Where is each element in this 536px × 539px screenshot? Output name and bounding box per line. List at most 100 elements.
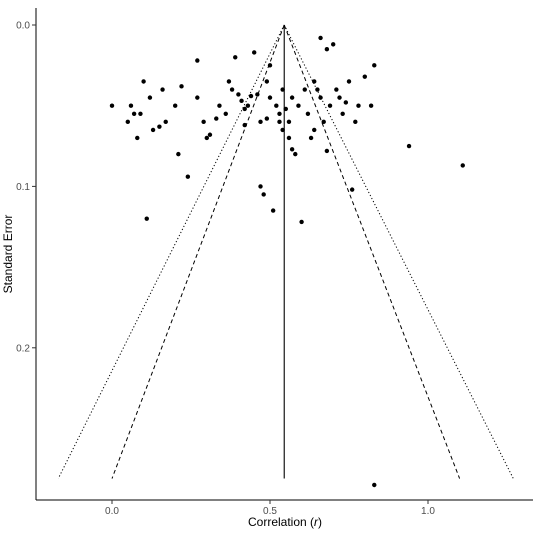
data-point xyxy=(286,135,292,141)
data-point xyxy=(283,106,288,112)
x-axis-ticks: 0.0 0.5 1.0 xyxy=(105,500,435,517)
data-point xyxy=(289,95,295,100)
data-point xyxy=(242,106,247,112)
data-point xyxy=(267,95,273,100)
data-point xyxy=(258,184,263,189)
data-point xyxy=(337,95,342,100)
data-point xyxy=(141,79,146,84)
data-point xyxy=(173,103,178,108)
data-point xyxy=(346,79,352,84)
x-axis-title-italic: r xyxy=(314,515,319,529)
data-point xyxy=(239,98,244,104)
data-point xyxy=(277,119,282,125)
data-point xyxy=(299,219,304,225)
x-tick-label: 0.0 xyxy=(105,506,119,517)
data-point xyxy=(125,119,130,125)
data-point xyxy=(302,87,307,92)
x-axis-title-suffix: ) xyxy=(318,515,322,529)
data-point xyxy=(223,111,228,116)
x-axis-title: Correlation (r) xyxy=(248,515,322,529)
data-point xyxy=(289,147,295,152)
data-point xyxy=(226,79,232,84)
data-point xyxy=(109,103,115,108)
data-point xyxy=(135,135,140,141)
data-point xyxy=(147,95,153,100)
data-point xyxy=(327,103,333,108)
data-point xyxy=(315,87,320,92)
data-point xyxy=(280,87,285,92)
data-point xyxy=(312,79,317,84)
data-point xyxy=(349,187,355,192)
data-point xyxy=(305,111,311,116)
x-axis-title-text: Correlation ( xyxy=(248,515,314,529)
data-point xyxy=(248,93,254,99)
data-point xyxy=(274,103,279,108)
funnel-lines xyxy=(57,24,514,479)
data-point xyxy=(201,119,206,125)
data-point xyxy=(217,103,222,108)
data-point xyxy=(318,35,323,41)
data-point xyxy=(157,124,162,129)
data-point xyxy=(362,74,367,79)
data-point xyxy=(138,111,143,116)
data-point xyxy=(331,42,336,47)
data-point xyxy=(356,103,361,108)
data-point xyxy=(163,119,168,125)
funnel-line-dashed-right xyxy=(283,24,461,479)
data-point xyxy=(324,148,330,154)
data-point xyxy=(236,92,241,97)
data-point xyxy=(324,47,330,52)
data-point xyxy=(277,111,282,116)
data-point xyxy=(255,92,260,97)
data-point xyxy=(229,87,235,92)
data-point xyxy=(286,119,292,125)
data-point xyxy=(308,135,314,141)
y-tick-label: 0.1 xyxy=(16,182,30,193)
y-axis-title: Standard Error xyxy=(1,215,15,294)
data-point xyxy=(343,100,349,105)
data-point xyxy=(353,119,358,125)
data-point xyxy=(296,103,301,108)
data-point xyxy=(176,151,181,157)
data-point xyxy=(252,50,257,55)
data-point xyxy=(318,95,323,100)
x-tick-label: 0.5 xyxy=(263,506,277,517)
data-point xyxy=(131,111,137,116)
data-point xyxy=(160,87,165,92)
data-point xyxy=(372,63,377,68)
data-point xyxy=(214,116,219,121)
data-point xyxy=(242,122,247,128)
y-tick-label: 0.2 xyxy=(16,343,30,354)
data-point xyxy=(128,103,134,108)
data-point xyxy=(204,135,209,141)
data-point xyxy=(267,63,273,68)
data-point xyxy=(264,79,270,84)
data-point xyxy=(293,151,298,157)
data-points xyxy=(109,35,465,488)
data-point xyxy=(258,119,263,125)
data-point xyxy=(270,208,276,213)
y-tick-label: 0.0 xyxy=(16,21,30,32)
data-point xyxy=(340,111,345,116)
data-point xyxy=(195,95,200,100)
data-point xyxy=(368,103,374,108)
data-point xyxy=(179,84,184,89)
funnel-line-dashed-left xyxy=(111,24,285,479)
data-point xyxy=(264,116,270,121)
data-point xyxy=(321,119,326,125)
data-point xyxy=(233,55,238,60)
x-tick-label: 1.0 xyxy=(421,506,435,517)
data-point xyxy=(185,174,191,179)
data-point xyxy=(245,103,251,108)
y-axis-ticks: 0.0 0.1 0.2 xyxy=(16,21,36,354)
data-point xyxy=(372,482,377,488)
funnel-line-dotted-left xyxy=(57,24,285,479)
data-point xyxy=(195,58,200,63)
data-point xyxy=(334,87,339,92)
data-point xyxy=(144,216,149,221)
data-point xyxy=(406,143,412,149)
data-point xyxy=(261,192,266,197)
data-point xyxy=(150,127,156,133)
